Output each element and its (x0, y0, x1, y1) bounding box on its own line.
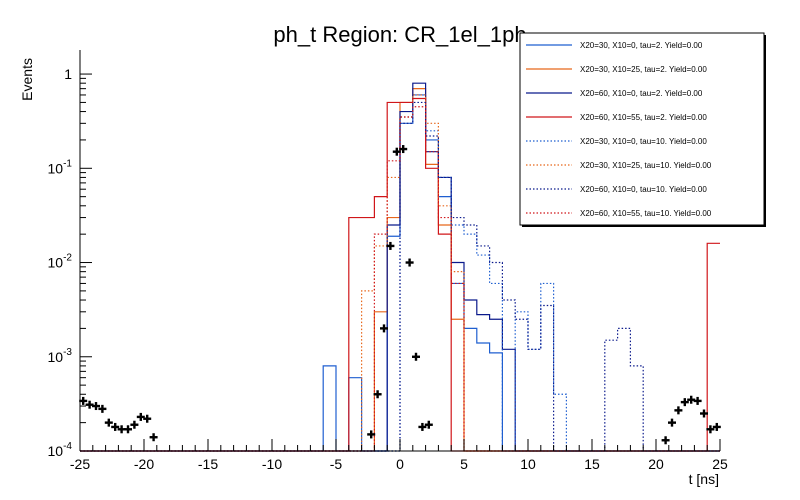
x-tick-label: -15 (198, 456, 218, 472)
data-point (143, 414, 152, 423)
x-tick-label: -20 (134, 456, 154, 472)
data-point (405, 258, 414, 267)
legend-label: X20=30, X10=0, tau=10. Yield=0.00 (580, 137, 707, 146)
data-point (130, 420, 139, 429)
data-point (380, 324, 388, 333)
data-point (124, 425, 132, 434)
data-point (668, 418, 676, 427)
data-point (367, 430, 376, 439)
legend-label: X20=30, X10=25, tau=2. Yield=0.00 (580, 65, 707, 74)
data-point (386, 241, 395, 250)
data-point (674, 406, 683, 415)
data-point (661, 436, 670, 445)
data-point (680, 398, 689, 407)
x-tick-label: 20 (648, 456, 664, 472)
data-point (706, 425, 715, 434)
data-point (149, 433, 158, 442)
legend-label: X20=60, X10=0, tau=2. Yield=0.00 (580, 89, 703, 98)
data-point (399, 145, 408, 154)
legend-label: X20=30, X10=25, tau=10. Yield=0.00 (580, 161, 712, 170)
x-tick-label: -5 (330, 456, 343, 472)
legend-label: X20=60, X10=0, tau=10. Yield=0.00 (580, 185, 707, 194)
legend-box (519, 32, 765, 226)
legend-label: X20=60, X10=55, tau=2. Yield=0.00 (580, 113, 707, 122)
data-point (693, 396, 702, 405)
data-point (111, 422, 120, 431)
y-tick-label: 10-4 (48, 441, 73, 459)
y-tick-label: 10-3 (48, 347, 73, 365)
data-points-layer (79, 145, 721, 445)
data-point (79, 396, 88, 405)
data-point (418, 422, 427, 431)
y-axis-label: Events (19, 58, 35, 101)
axes: -25 -20 -15 -10 -5 0 5 10 15 20 25 10-4 10-3 10-2 10-1… (48, 50, 728, 472)
x-tick-label: 25 (712, 456, 728, 472)
data-point (92, 402, 100, 411)
x-tick-label: 15 (584, 456, 600, 472)
data-point (104, 418, 113, 427)
legend-label: X20=30, X10=0, tau=2. Yield=0.00 (580, 41, 703, 50)
y-tick-label: 10-2 (48, 253, 73, 271)
data-point (136, 412, 145, 421)
x-tick-label: -10 (262, 456, 282, 472)
data-point (392, 147, 401, 156)
chart-title: ph_t Region: CR_1el_1ph (273, 22, 526, 47)
data-point (687, 395, 696, 404)
x-axis-label: t [ns] (689, 471, 719, 487)
legend: X20=30, X10=0, tau=2. Yield=0.00 X20=30, … (519, 32, 766, 227)
data-point (712, 422, 721, 431)
x-tick-label: 10 (520, 456, 536, 472)
y-tick-label: 1 (64, 66, 72, 82)
data-point (424, 420, 433, 429)
data-point (117, 425, 126, 434)
legend-label: X20=60, X10=55, tau=10. Yield=0.00 (580, 209, 712, 218)
x-tick-label: 0 (396, 456, 404, 472)
data-point (373, 390, 382, 399)
y-tick-label: 10-1 (48, 158, 73, 176)
data-point (700, 409, 708, 418)
x-tick-label: 5 (460, 456, 468, 472)
x-tick-label: -25 (70, 456, 90, 472)
data-point (98, 404, 107, 413)
data-point (412, 352, 420, 361)
data-point (85, 400, 94, 409)
